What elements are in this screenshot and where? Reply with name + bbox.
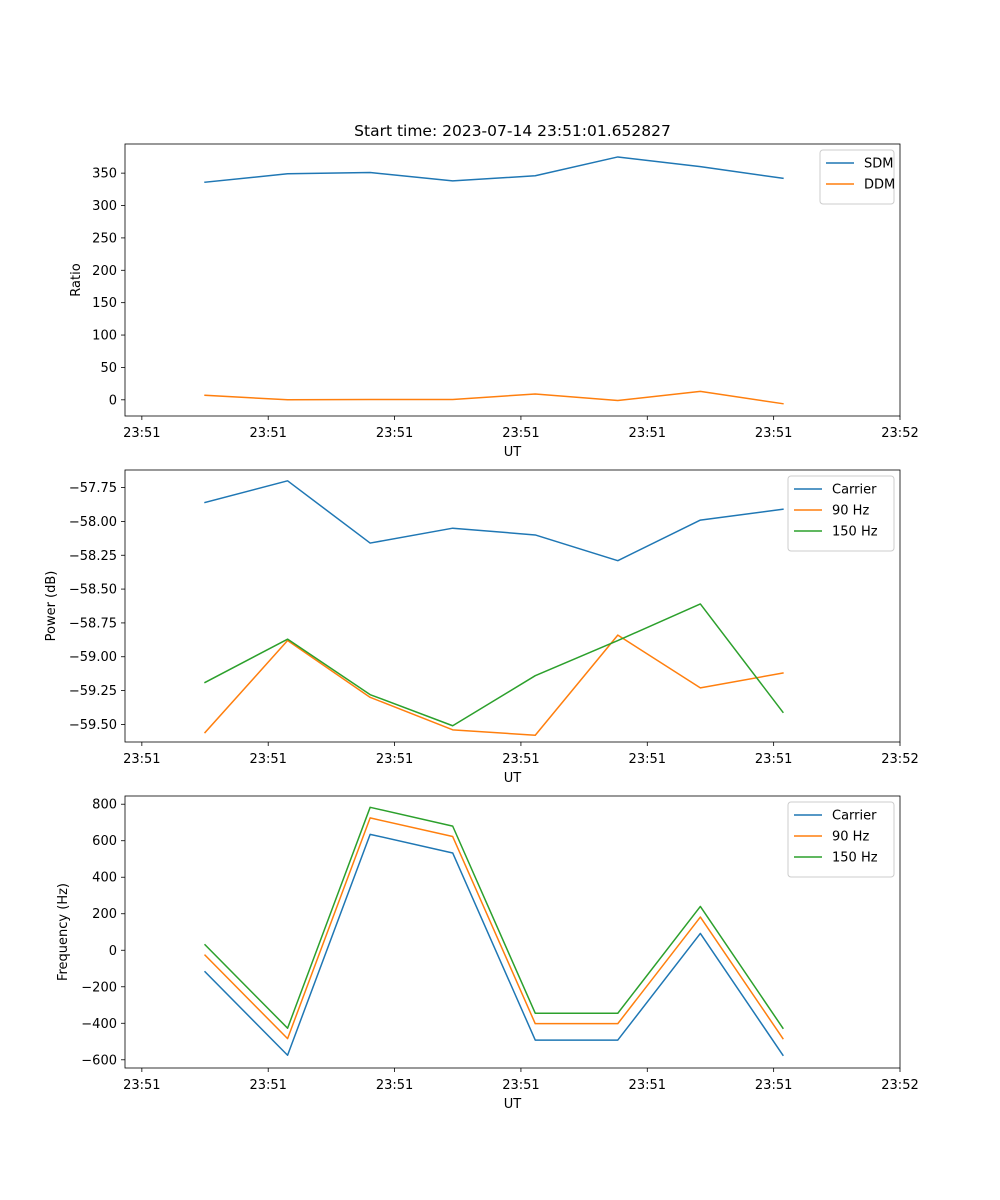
series-line-carrier	[204, 480, 784, 562]
subplot-3: 23:51 23:51 23:51 23:51 23:51 23:51 23:52 −600 −…	[56, 795, 919, 1112]
y-tick-label: −59.25	[69, 684, 117, 699]
y-tick-label: 250	[92, 231, 117, 246]
series-line-sdm	[204, 156, 784, 184]
plot-area	[125, 144, 900, 416]
x-tick-label: 23:51	[249, 1078, 286, 1093]
x-tick-label: 23:52	[881, 752, 918, 767]
legend-label: 90 Hz	[832, 830, 869, 845]
legend-label: 90 Hz	[832, 504, 869, 519]
legend: SDM DDM	[819, 149, 895, 205]
x-tick-label: 23:52	[881, 1078, 918, 1093]
x-tick-label: 23:51	[629, 426, 666, 441]
x-tick-label: 23:51	[502, 426, 539, 441]
plot-area	[125, 796, 900, 1068]
y-tick-label: −59.00	[69, 650, 117, 665]
y-tick-label: −58.25	[69, 549, 117, 564]
y-tick-label: 150	[92, 296, 117, 311]
x-tick-label: 23:51	[755, 1078, 792, 1093]
plot-area	[125, 470, 900, 742]
y-tick-label: 0	[109, 393, 117, 408]
series-line-150-hz	[204, 603, 784, 727]
y-tick-label: 300	[92, 199, 117, 214]
legend: Carrier 90 Hz 150 Hz	[787, 475, 895, 552]
y-tick-label: −400	[81, 1017, 117, 1032]
series-line-90-hz	[203, 634, 784, 736]
x-tick-label: 23:51	[123, 1078, 160, 1093]
x-axis-label: UT	[504, 771, 522, 786]
legend-label: Carrier	[832, 483, 877, 498]
y-axis-label: Frequency (Hz)	[56, 883, 71, 981]
y-axis-label: Ratio	[69, 263, 84, 296]
y-tick-label: −57.75	[69, 481, 117, 496]
legend: Carrier 90 Hz 150 Hz	[787, 801, 895, 878]
y-tick-label: 0	[109, 944, 117, 959]
x-tick-label: 23:51	[376, 1078, 413, 1093]
y-tick-label: 50	[100, 361, 117, 376]
axes-frame	[124, 795, 901, 1069]
legend-label: Carrier	[832, 809, 877, 824]
subplot-1: 23:51 23:51 23:51 23:51 23:51 23:51 23:52 0 50 10…	[69, 122, 919, 460]
y-tick-label: 100	[92, 329, 117, 344]
legend-label: 150 Hz	[832, 851, 878, 866]
axes-frame	[124, 143, 901, 417]
y-tick-label: −58.75	[69, 616, 117, 631]
x-axis-label: UT	[504, 445, 522, 460]
legend-label: 150 Hz	[832, 525, 878, 540]
x-tick-label: 23:52	[881, 426, 918, 441]
x-tick-label: 23:51	[629, 752, 666, 767]
series-line-ddm	[204, 390, 784, 405]
series-line-carrier	[203, 833, 784, 1057]
y-tick-label: −600	[81, 1053, 117, 1068]
chart-title: Start time: 2023-07-14 23:51:01.652827	[354, 122, 671, 140]
x-tick-label: 23:51	[755, 752, 792, 767]
x-tick-label: 23:51	[249, 752, 286, 767]
y-tick-label: 800	[92, 798, 117, 813]
y-axis-label: Power (dB)	[44, 571, 59, 642]
x-tick-label: 23:51	[502, 752, 539, 767]
legend-box	[787, 801, 895, 878]
x-tick-label: 23:51	[629, 1078, 666, 1093]
y-tick-label: 350	[92, 167, 117, 182]
axes-frame	[124, 469, 901, 743]
series-line-150-hz	[203, 806, 784, 1030]
series-line-90-hz	[203, 817, 784, 1040]
x-tick-label: 23:51	[376, 426, 413, 441]
x-tick-label: 23:51	[123, 752, 160, 767]
x-tick-label: 23:51	[376, 752, 413, 767]
legend-box	[787, 475, 895, 552]
x-tick-label: 23:51	[502, 1078, 539, 1093]
y-tick-label: 600	[92, 834, 117, 849]
x-tick-label: 23:51	[123, 426, 160, 441]
y-tick-label: 200	[92, 264, 117, 279]
x-tick-label: 23:51	[755, 426, 792, 441]
legend-label: DDM	[864, 178, 895, 193]
y-tick-label: 400	[92, 871, 117, 886]
y-tick-label: −59.50	[69, 718, 117, 733]
subplot-2: 23:51 23:51 23:51 23:51 23:51 23:51 23:52 −59.5…	[44, 469, 919, 786]
y-tick-label: −58.50	[69, 583, 117, 598]
y-tick-label: −58.00	[69, 515, 117, 530]
x-axis-label: UT	[504, 1097, 522, 1112]
y-tick-label: −200	[81, 980, 117, 995]
legend-label: SDM	[864, 157, 893, 172]
x-tick-label: 23:51	[249, 426, 286, 441]
y-tick-label: 200	[92, 907, 117, 922]
